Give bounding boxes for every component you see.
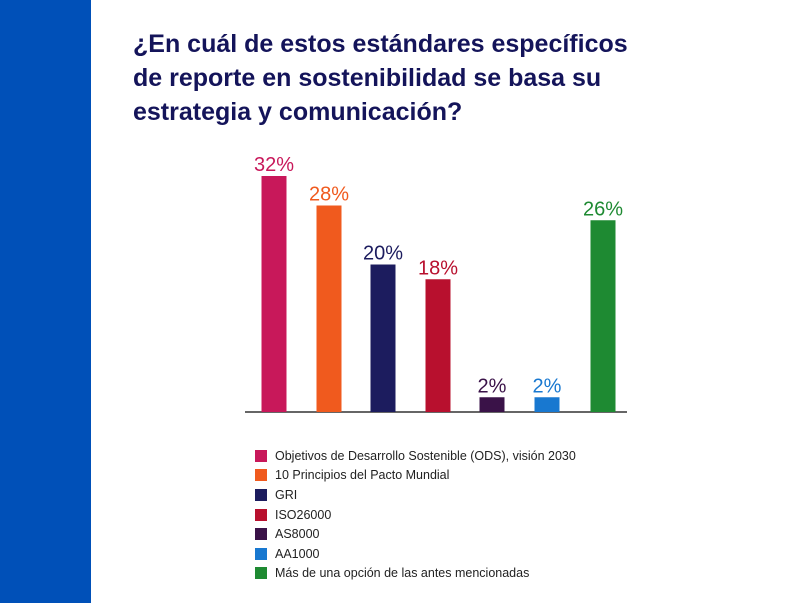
legend-swatch bbox=[255, 469, 267, 482]
legend-item: Más de una opción de las antes mencionad… bbox=[255, 564, 576, 584]
bar-value-label: 26% bbox=[583, 198, 623, 220]
bar-value-label: 20% bbox=[363, 243, 403, 265]
legend-item: Objetivos de Desarrollo Sostenible (ODS)… bbox=[255, 446, 576, 466]
bar-value-label: 18% bbox=[418, 257, 458, 279]
legend-label: ISO26000 bbox=[275, 507, 332, 522]
legend-item: AA1000 bbox=[255, 544, 576, 564]
chart-legend: Objetivos de Desarrollo Sostenible (ODS)… bbox=[255, 446, 576, 583]
bar-value-label: 32% bbox=[254, 154, 294, 176]
legend-label: 10 Principios del Pacto Mundial bbox=[275, 468, 450, 483]
bar-value-label: 2% bbox=[533, 375, 562, 397]
title-line: de reporte en sostenibilidad se basa su bbox=[133, 64, 602, 92]
legend-swatch bbox=[255, 567, 267, 580]
bar bbox=[316, 205, 342, 412]
bar-value-label: 28% bbox=[309, 184, 349, 206]
bar bbox=[261, 176, 287, 412]
legend-swatch bbox=[255, 528, 267, 541]
legend-item: 10 Principios del Pacto Mundial bbox=[255, 466, 576, 486]
bar-value-label: 2% bbox=[478, 375, 507, 397]
bar bbox=[425, 279, 451, 412]
legend-swatch bbox=[255, 449, 267, 462]
legend-label: Más de una opción de las antes mencionad… bbox=[275, 566, 530, 581]
legend-label: Objetivos de Desarrollo Sostenible (ODS)… bbox=[275, 448, 576, 463]
title-line: estrategia y comunicación? bbox=[133, 98, 463, 126]
page-title: ¿En cuál de estos estándares específicos… bbox=[133, 27, 733, 129]
legend-label: GRI bbox=[275, 487, 298, 502]
bar bbox=[534, 397, 560, 412]
bar bbox=[370, 264, 396, 412]
legend-label: AS8000 bbox=[275, 527, 320, 542]
title-line: ¿En cuál de estos estándares específicos bbox=[133, 30, 628, 58]
legend-swatch bbox=[255, 488, 267, 501]
legend-item: GRI bbox=[255, 485, 576, 505]
legend-item: ISO26000 bbox=[255, 505, 576, 525]
legend-item: AS8000 bbox=[255, 524, 576, 544]
legend-swatch bbox=[255, 508, 267, 521]
bar bbox=[590, 220, 616, 412]
legend-swatch bbox=[255, 547, 267, 560]
legend-label: AA1000 bbox=[275, 546, 320, 561]
side-bar bbox=[0, 0, 91, 603]
bar bbox=[479, 397, 505, 412]
